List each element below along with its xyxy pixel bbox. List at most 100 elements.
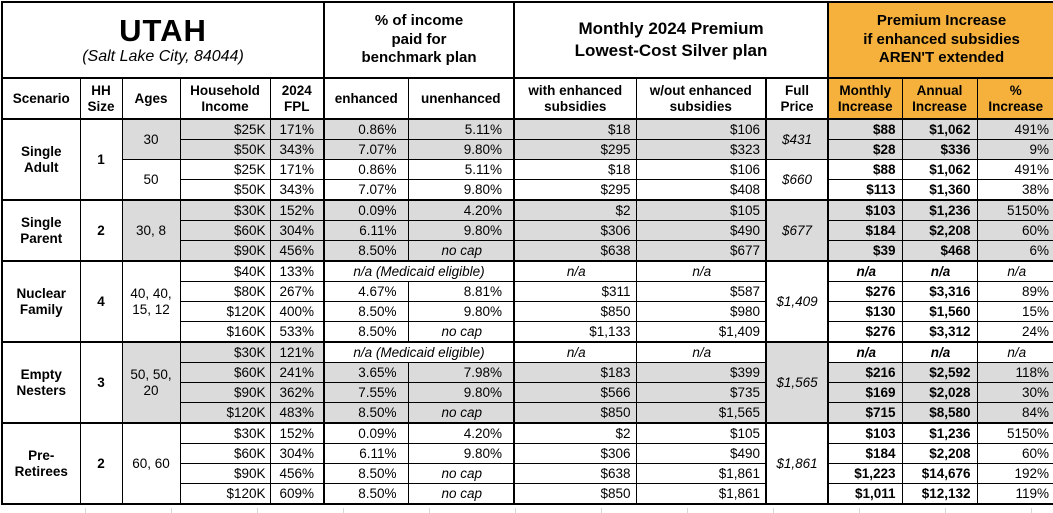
cell-pct-increase[interactable]: 24% — [976, 321, 1053, 343]
cell-premium-without-subsidies[interactable]: $677 — [635, 240, 767, 262]
cell-fpl[interactable]: 171% — [269, 159, 325, 180]
cell-annual-increase[interactable]: $2,208 — [901, 220, 978, 241]
cell-household-income[interactable]: $90K — [179, 382, 271, 403]
cell-ages[interactable]: 50 — [121, 159, 181, 201]
col-header-unenhanced[interactable]: unenhanced — [407, 77, 515, 120]
cell-premium-with-subsidies[interactable]: $295 — [513, 179, 637, 201]
cell-monthly-increase[interactable]: $88 — [827, 159, 903, 180]
cell-enhanced-pct[interactable]: 0.86% — [323, 159, 409, 180]
cell-monthly-increase[interactable]: n/a — [827, 341, 903, 363]
cell-enhanced-pct[interactable]: 8.50% — [323, 402, 409, 424]
cell-fpl[interactable]: 304% — [269, 443, 325, 464]
cell-premium-with-subsidies[interactable]: $850 — [513, 301, 637, 322]
cell-annual-increase[interactable]: $1,236 — [901, 199, 978, 221]
cell-premium-with-subsidies[interactable]: $2 — [513, 422, 637, 444]
cell-household-income[interactable]: $50K — [179, 179, 271, 201]
cell-unenhanced-pct[interactable]: 5.11% — [407, 118, 515, 140]
cell-fpl[interactable]: 304% — [269, 220, 325, 241]
cell-annual-increase[interactable]: n/a — [901, 260, 978, 282]
cell-unenhanced-pct[interactable]: 7.98% — [407, 362, 515, 383]
cell-pct-increase[interactable]: 118% — [976, 362, 1053, 383]
cell-unenhanced-pct[interactable]: 4.20% — [407, 422, 515, 444]
cell-pct-increase[interactable]: 192% — [976, 463, 1053, 484]
col-header-household-income[interactable]: Household Income — [179, 77, 271, 120]
col-header-full-price[interactable]: Full Price — [765, 77, 829, 120]
cell-monthly-increase[interactable]: $184 — [827, 220, 903, 241]
cell-premium-with-subsidies[interactable]: $1,133 — [513, 321, 637, 343]
cell-enhanced-pct[interactable]: 7.07% — [323, 139, 409, 160]
cell-premium-with-subsidies[interactable]: $850 — [513, 402, 637, 424]
cell-pct-increase[interactable]: n/a — [976, 260, 1053, 282]
cell-household-income[interactable]: $30K — [179, 341, 271, 363]
cell-household-income[interactable]: $25K — [179, 159, 271, 180]
cell-pct-increase[interactable]: 30% — [976, 382, 1053, 403]
cell-pct-increase[interactable]: 38% — [976, 179, 1053, 201]
cell-enhanced-pct[interactable]: 8.50% — [323, 321, 409, 343]
cell-monthly-increase[interactable]: $88 — [827, 118, 903, 140]
cell-premium-without-subsidies[interactable]: $1,409 — [635, 321, 767, 343]
cell-hh-size[interactable]: 1 — [79, 118, 123, 201]
cell-fpl[interactable]: 343% — [269, 139, 325, 160]
cell-pct-increase[interactable]: 15% — [976, 301, 1053, 322]
cell-medicaid-na[interactable]: n/a (Medicaid eligible) — [322, 260, 515, 282]
cell-pct-increase[interactable]: 491% — [976, 118, 1053, 140]
cell-scenario[interactable]: Pre- Retirees — [1, 422, 81, 505]
cell-full-price[interactable]: $1,565 — [765, 341, 829, 424]
cell-premium-with-subsidies[interactable]: n/a — [513, 260, 637, 282]
cell-monthly-increase[interactable]: $39 — [827, 240, 903, 262]
cell-household-income[interactable]: $80K — [179, 281, 271, 302]
section-header-premium[interactable]: Monthly 2024 Premium Lowest-Cost Silver … — [513, 1, 829, 79]
cell-full-price[interactable]: $660 — [765, 159, 829, 201]
cell-household-income[interactable]: $50K — [179, 139, 271, 160]
cell-premium-with-subsidies[interactable]: $306 — [513, 443, 637, 464]
cell-household-income[interactable]: $30K — [179, 199, 271, 221]
col-header-monthly-increase[interactable]: Monthly Increase — [827, 77, 903, 120]
col-header-annual-increase[interactable]: Annual Increase — [901, 77, 978, 120]
cell-scenario[interactable]: Single Parent — [1, 199, 81, 262]
cell-premium-with-subsidies[interactable]: $638 — [513, 240, 637, 262]
cell-monthly-increase[interactable]: $276 — [827, 281, 903, 302]
cell-household-income[interactable]: $90K — [179, 463, 271, 484]
cell-pct-increase[interactable]: 119% — [976, 483, 1053, 505]
cell-enhanced-pct[interactable]: 3.65% — [323, 362, 409, 383]
cell-unenhanced-pct[interactable]: no cap — [407, 402, 515, 424]
cell-fpl[interactable]: 121% — [269, 341, 325, 363]
cell-enhanced-pct[interactable]: 8.50% — [323, 463, 409, 484]
cell-premium-without-subsidies[interactable]: n/a — [635, 341, 767, 363]
cell-premium-without-subsidies[interactable]: $408 — [635, 179, 767, 201]
cell-annual-increase[interactable]: $2,208 — [901, 443, 978, 464]
section-header-income-pct[interactable]: % of income paid for benchmark plan — [322, 1, 515, 79]
cell-enhanced-pct[interactable]: 0.86% — [323, 118, 409, 140]
cell-hh-size[interactable]: 3 — [79, 341, 123, 424]
cell-unenhanced-pct[interactable]: no cap — [407, 463, 515, 484]
cell-pct-increase[interactable]: 5150% — [976, 199, 1053, 221]
cell-household-income[interactable]: $60K — [179, 443, 271, 464]
cell-annual-increase[interactable]: $1,062 — [901, 118, 978, 140]
cell-premium-without-subsidies[interactable]: $490 — [635, 220, 767, 241]
cell-annual-increase[interactable]: n/a — [901, 341, 978, 363]
cell-unenhanced-pct[interactable]: no cap — [407, 321, 515, 343]
cell-unenhanced-pct[interactable]: 9.80% — [407, 139, 515, 160]
section-header-premium-increase[interactable]: Premium Increase if enhanced subsidies A… — [827, 1, 1053, 79]
cell-enhanced-pct[interactable]: 8.50% — [323, 240, 409, 262]
col-header-hh-size[interactable]: HH Size — [79, 77, 123, 120]
cell-monthly-increase[interactable]: $169 — [827, 382, 903, 403]
cell-unenhanced-pct[interactable]: 9.80% — [407, 301, 515, 322]
cell-annual-increase[interactable]: $14,676 — [901, 463, 978, 484]
col-header-scenario[interactable]: Scenario — [1, 77, 81, 120]
cell-premium-without-subsidies[interactable]: $735 — [635, 382, 767, 403]
cell-unenhanced-pct[interactable]: 9.80% — [407, 179, 515, 201]
cell-hh-size[interactable]: 2 — [79, 199, 123, 262]
cell-premium-without-subsidies[interactable]: $587 — [635, 281, 767, 302]
cell-monthly-increase[interactable]: $103 — [827, 422, 903, 444]
cell-full-price[interactable]: $677 — [765, 199, 829, 262]
cell-enhanced-pct[interactable]: 7.07% — [323, 179, 409, 201]
cell-unenhanced-pct[interactable]: 4.20% — [407, 199, 515, 221]
cell-monthly-increase[interactable]: $103 — [827, 199, 903, 221]
cell-unenhanced-pct[interactable]: 9.80% — [407, 382, 515, 403]
cell-pct-increase[interactable]: 9% — [976, 139, 1053, 160]
cell-fpl[interactable]: 483% — [269, 402, 325, 424]
cell-annual-increase[interactable]: $3,316 — [901, 281, 978, 302]
cell-household-income[interactable]: $120K — [179, 301, 271, 322]
cell-fpl[interactable]: 152% — [269, 422, 325, 444]
